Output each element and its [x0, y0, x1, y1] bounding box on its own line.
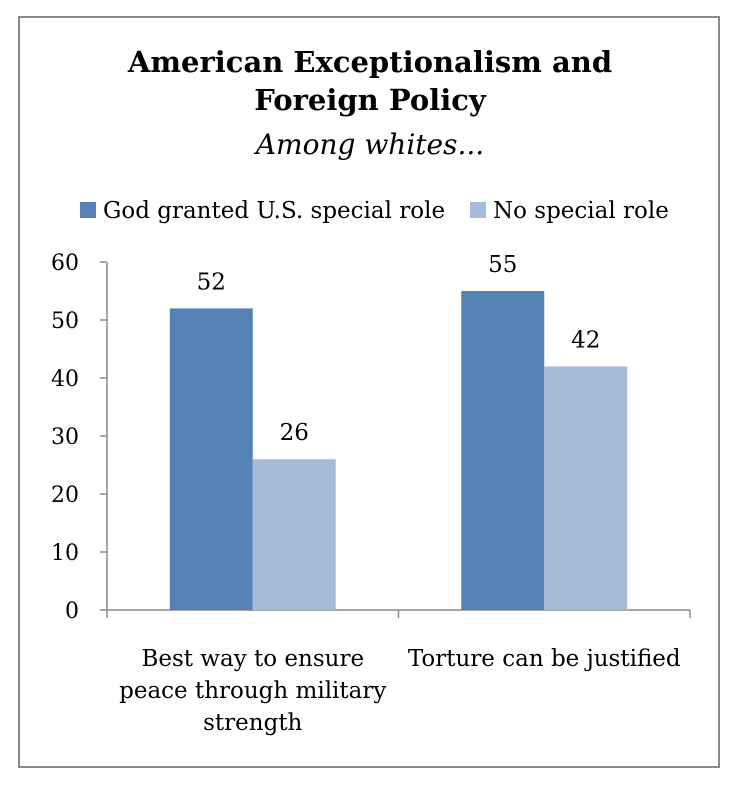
bar-no-special-role	[252, 459, 336, 610]
data-label: 52	[197, 269, 226, 295]
chart-title-line-1: American Exceptionalism and	[127, 45, 612, 79]
y-tick-label: 30	[51, 425, 79, 450]
y-tick-label: 60	[51, 251, 79, 276]
y-tick-label: 0	[65, 599, 79, 624]
legend-swatch-god-granted	[80, 202, 96, 218]
x-category-label: strength	[203, 710, 302, 736]
x-category-label: Torture can be justified	[408, 646, 681, 672]
legend-label-god-granted: God granted U.S. special role	[103, 198, 445, 224]
y-tick-label: 40	[51, 367, 79, 392]
chart-subtitle: Among whites...	[253, 128, 484, 161]
legend-label-no-special-role: No special role	[493, 198, 669, 224]
chart-title-line-2: Foreign Policy	[254, 83, 487, 117]
bar-god-granted	[169, 308, 253, 610]
bar-no-special-role	[544, 366, 628, 610]
data-label: 26	[280, 420, 309, 446]
plot-area: 0 10 20 30 40 50 60 52 26 Best way to ensure peace…	[51, 251, 691, 736]
y-tick-label: 10	[51, 541, 79, 566]
data-label: 42	[571, 327, 600, 353]
bar-god-granted	[461, 291, 545, 610]
x-category-label: Best way to ensure	[141, 646, 364, 672]
x-category-label: peace through military	[119, 678, 386, 704]
data-label: 55	[488, 252, 517, 278]
y-tick-label: 50	[51, 309, 79, 334]
y-tick-label: 20	[51, 483, 79, 508]
legend-swatch-no-special-role	[470, 202, 486, 218]
